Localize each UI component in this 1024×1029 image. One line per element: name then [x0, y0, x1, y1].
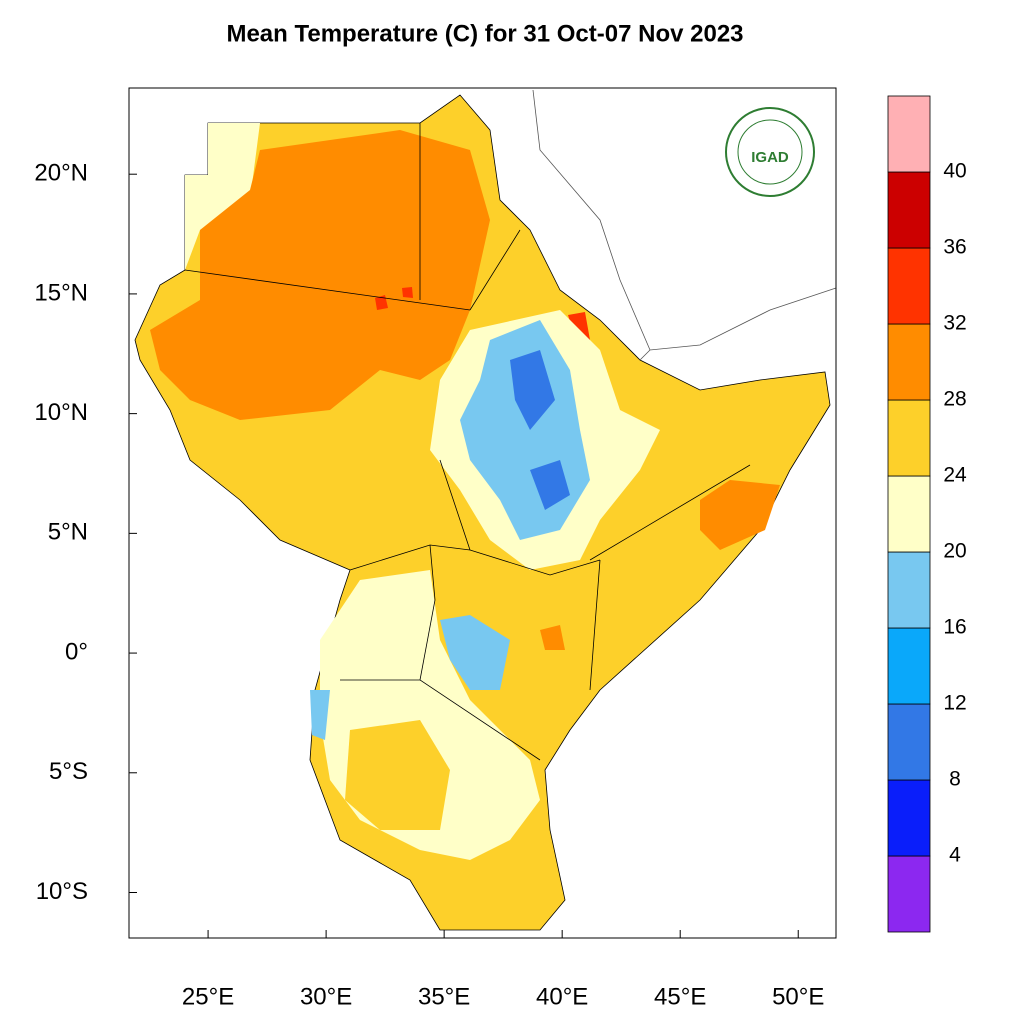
highland-core	[510, 350, 570, 510]
x-tick-label: 50°E	[772, 983, 824, 1010]
colorbar-label: 32	[943, 312, 966, 335]
warm-region	[150, 130, 490, 420]
colorbar-box	[887, 475, 931, 553]
coastline	[532, 89, 837, 361]
colorbar-label: 16	[943, 616, 966, 639]
map-area: IGAD	[128, 87, 837, 939]
x-tick-label: 40°E	[536, 983, 588, 1010]
colorbar-box	[887, 171, 931, 249]
colorbar: 4 8 12 16 20 24 28 32 36 40	[887, 95, 967, 933]
x-tick-label: 30°E	[300, 983, 352, 1010]
colorbar-label: 4	[949, 844, 961, 867]
colorbar-box	[887, 551, 931, 629]
y-tick-label: 5°S	[49, 758, 88, 785]
cool-region	[185, 123, 260, 270]
logo-ring	[737, 119, 803, 185]
y-tick-label: 15°N	[34, 279, 88, 306]
highland-region	[310, 615, 510, 740]
y-tick-label: 10°S	[36, 878, 88, 905]
colorbar-box	[887, 855, 931, 933]
colorbar-box	[887, 627, 931, 705]
border-line	[184, 123, 751, 761]
logo-text: IGAD	[751, 149, 789, 166]
colorbar-label: 36	[943, 236, 966, 259]
colorbar-box	[887, 703, 931, 781]
colorbar-label: 12	[943, 692, 966, 715]
colorbar-box	[887, 247, 931, 325]
x-tick-label: 25°E	[182, 983, 234, 1010]
colorbar-label: 28	[943, 388, 966, 411]
warm-region	[540, 480, 780, 650]
map-title: Mean Temperature (C) for 31 Oct-07 Nov 2…	[226, 20, 743, 47]
colorbar-label: 20	[943, 540, 966, 563]
colorbar-box	[887, 323, 931, 401]
colorbar-box	[887, 399, 931, 477]
colorbar-box	[887, 779, 931, 857]
colorbar-label: 40	[943, 160, 966, 183]
land-region	[345, 720, 450, 830]
y-tick-label: 0°	[65, 638, 88, 665]
y-tick-label: 5°N	[48, 519, 88, 546]
logo	[725, 107, 815, 197]
x-tick-label: 45°E	[654, 983, 706, 1010]
y-tick-label: 10°N	[34, 399, 88, 426]
y-tick-label: 20°N	[34, 160, 88, 187]
colorbar-label: 8	[949, 768, 961, 791]
colorbar-box	[887, 95, 931, 173]
x-tick-label: 35°E	[418, 983, 470, 1010]
colorbar-label: 24	[943, 464, 967, 487]
axes: 25°E 30°E 35°E 40°E 45°E 50°E 20°N 15°N 10°N 5°N 0…	[34, 160, 824, 1011]
map-frame	[128, 87, 837, 939]
